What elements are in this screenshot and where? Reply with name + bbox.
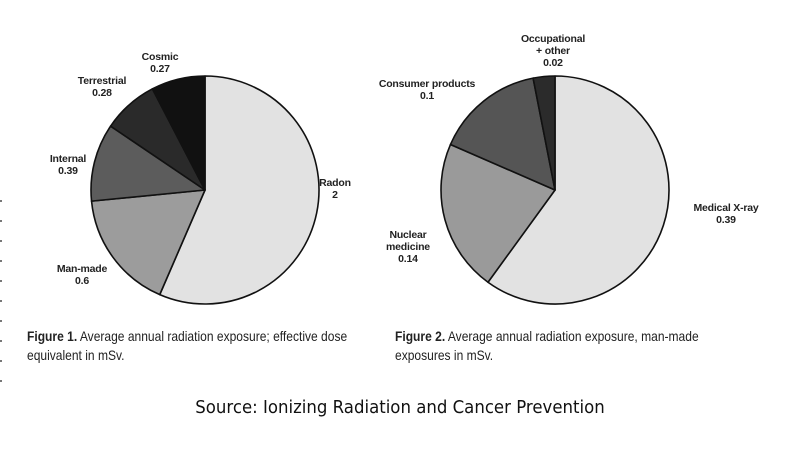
source-credit: Source: Ionizing Radiation and Cancer Pr… [195,397,605,418]
slice-label-terrestrial: Terrestrial 0.28 [78,75,127,99]
figure-2-caption-prefix: Figure 2. [395,328,446,344]
slice-label-occupational-other: Occupational + other 0.02 [521,33,585,69]
page-edge-marks [0,200,3,420]
pie-slice-internal [90,125,206,202]
slice-label-cosmic: Cosmic 0.27 [142,51,179,75]
pie-chart-figure-2: Medical X-ray 0.39 Nuclear medicine 0.14 Cons… [379,33,759,305]
slice-label-internal: Internal 0.39 [50,153,87,177]
figure-1-caption-prefix: Figure 1. [27,328,78,344]
pie-chart-figure-1: Radon 2 Man-made 0.6 Internal 0.39 Terrestrial… [50,51,351,305]
figure-2-caption-text: Average annual radiation exposure, man-m… [395,328,699,363]
figure-1-caption: Figure 1. Average annual radiation expos… [27,327,371,365]
pie-slice-occupational-other [532,75,556,191]
figure-2-caption: Figure 2. Average annual radiation expos… [395,327,748,365]
slice-label-consumer-products: Consumer products 0.1 [379,78,476,102]
pie-slice-medical-x-ray [487,75,670,305]
slice-label-man-made: Man-made 0.6 [57,263,108,287]
slice-label-nuclear-medicine: Nuclear medicine 0.14 [386,229,430,265]
figure-1-caption-text: Average annual radiation exposure; effec… [27,328,348,363]
pie-slice-consumer-products [449,77,556,191]
charts-canvas: Radon 2 Man-made 0.6 Internal 0.39 Terrestrial… [50,33,759,305]
slice-label-radon: Radon 2 [319,177,351,201]
pie-slice-man-made [90,189,206,296]
pie-slice-radon [158,75,320,305]
pie-slice-cosmic [151,75,206,191]
pie-slice-nuclear-medicine [440,143,556,284]
slice-label-medical-x-ray: Medical X-ray 0.39 [693,202,758,226]
